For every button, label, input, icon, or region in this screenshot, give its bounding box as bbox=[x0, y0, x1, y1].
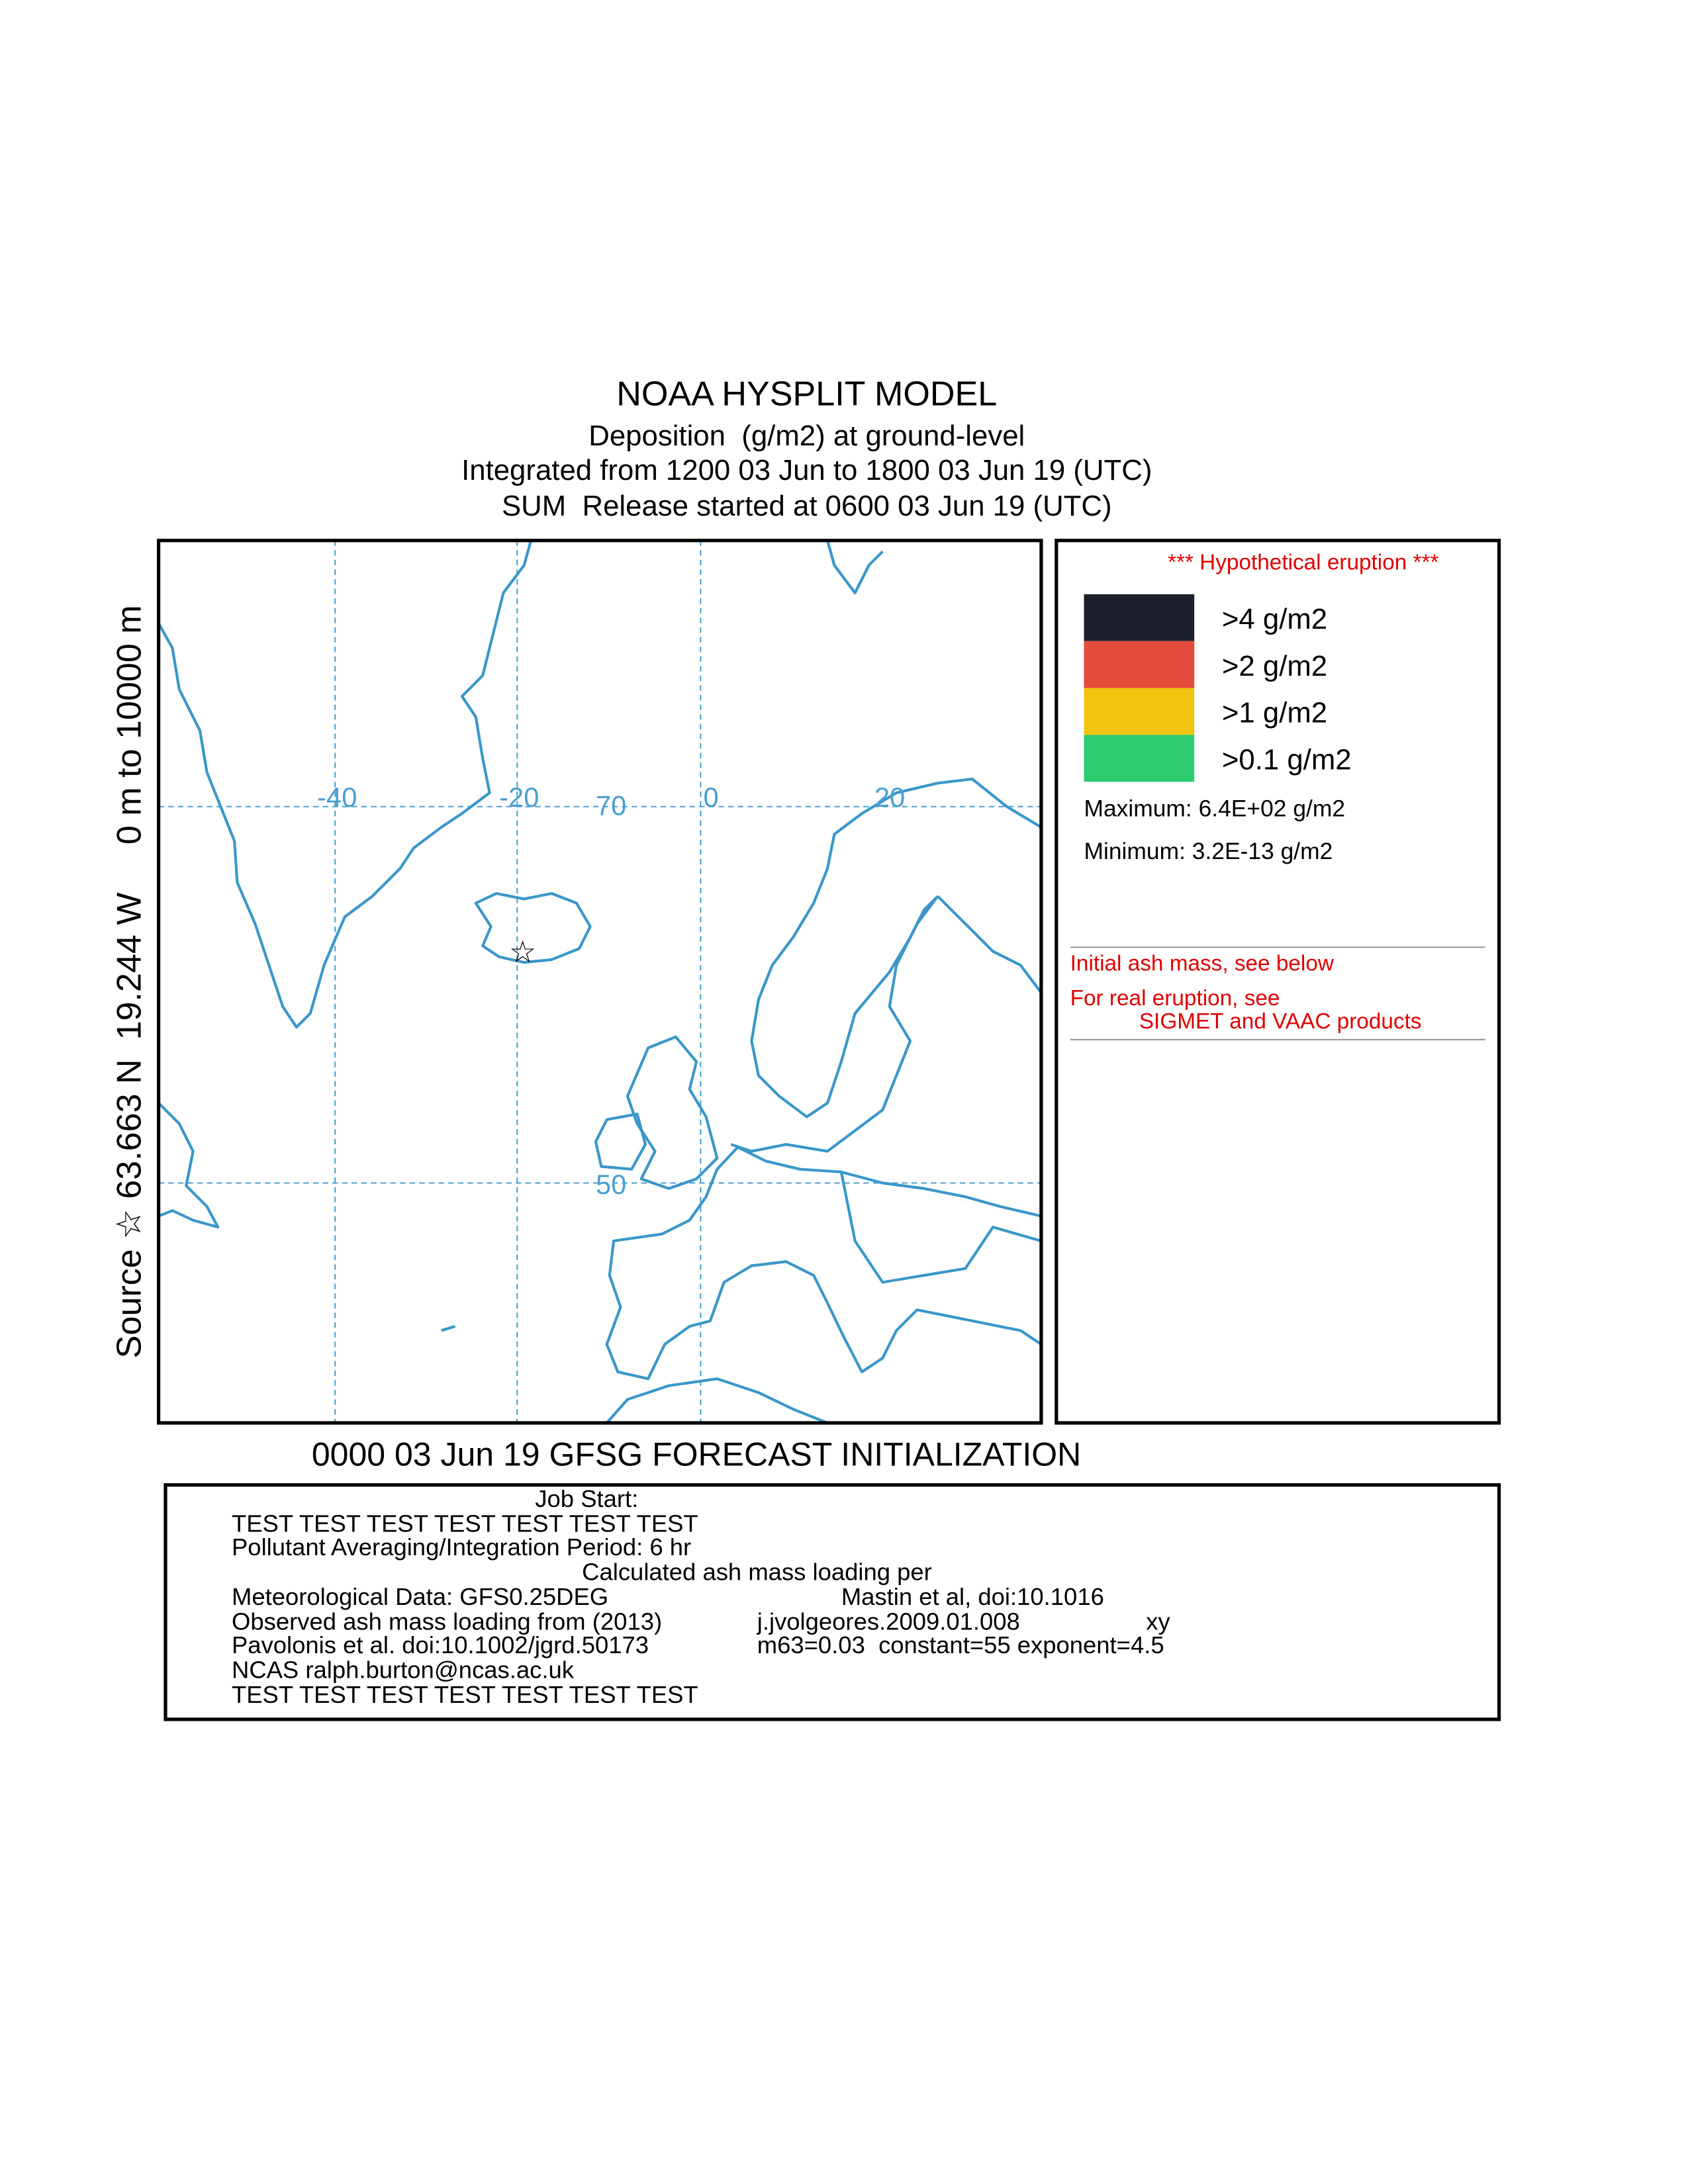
legend-label: >2 g/m2 bbox=[1222, 650, 1327, 682]
footer-line: j.jvolgeores.2009.01.008 bbox=[757, 1608, 1020, 1635]
footer-line: Calculated ash mass loading per bbox=[582, 1559, 932, 1586]
legend-minimum: Minimum: 3.2E-13 g/m2 bbox=[1084, 838, 1333, 864]
legend: *** Hypothetical eruption *** Maximum: 6… bbox=[1055, 539, 1501, 1425]
coastline bbox=[606, 1377, 828, 1423]
source-star: ☆ bbox=[509, 935, 536, 969]
coastline bbox=[594, 1113, 647, 1171]
legend-swatch bbox=[1084, 641, 1195, 688]
remark: Initial ash mass, see below bbox=[1070, 952, 1335, 976]
grid-label: 70 bbox=[596, 790, 626, 821]
coastline bbox=[937, 895, 1041, 994]
footer-line: Pollutant Averaging/Integration Period: … bbox=[232, 1533, 691, 1561]
footer-line: Pavolonis et al. doi:10.1002/jgrd.50173 bbox=[232, 1631, 649, 1659]
legend-note: *** Hypothetical eruption *** bbox=[1168, 550, 1438, 574]
coastline bbox=[605, 1146, 1041, 1381]
legend-swatch bbox=[1084, 594, 1195, 641]
legend-label: >1 g/m2 bbox=[1222, 697, 1327, 729]
coastline bbox=[839, 1171, 1041, 1284]
footer-line: Meteorological Data: GFS0.25DEG bbox=[232, 1583, 608, 1610]
coastline bbox=[441, 1325, 456, 1332]
source-label: Source ☆ 63.663 N 19.244 W 0 m to 10000 … bbox=[111, 605, 149, 1358]
initialization: 0000 03 Jun 19 GFSG FORECAST INITIALIZAT… bbox=[312, 1436, 1081, 1473]
footer-line: NCAS ralph.burton@ncas.ac.uk bbox=[232, 1656, 575, 1683]
map: -40 -20 70 0 20 50 ☆ bbox=[158, 540, 1041, 1423]
grid-label: 0 bbox=[704, 782, 719, 813]
coastline bbox=[626, 1035, 719, 1190]
coastline bbox=[158, 540, 533, 1029]
footer-line: xy bbox=[1146, 1608, 1170, 1635]
footer-line: Job Start: bbox=[535, 1485, 638, 1512]
coastline bbox=[474, 891, 592, 964]
footer-line: Observed ash mass loading from (2013) bbox=[232, 1608, 662, 1635]
remark: For real eruption, see bbox=[1070, 986, 1280, 1011]
footer-line: TEST TEST TEST TEST TEST TEST TEST bbox=[232, 1510, 698, 1537]
legend-maximum: Maximum: 6.4E+02 g/m2 bbox=[1084, 795, 1346, 821]
footer-line: TEST TEST TEST TEST TEST TEST TEST bbox=[232, 1681, 698, 1708]
footer-line: m63=0.03 constant=55 exponent=4.5 bbox=[757, 1631, 1164, 1659]
title: NOAA HYSPLIT MODEL bbox=[616, 375, 997, 414]
subtitle: Deposition (g/m2) at ground-level bbox=[588, 420, 1025, 452]
legend-label: >4 g/m2 bbox=[1222, 603, 1327, 635]
subtitle: SUM Release started at 0600 03 Jun 19 (U… bbox=[502, 490, 1112, 522]
legend-swatch bbox=[1084, 735, 1195, 782]
legend-frame bbox=[1055, 539, 1501, 1425]
grid-label: 50 bbox=[596, 1169, 626, 1200]
footer-line: Mastin et al, doi:10.1016 bbox=[841, 1583, 1104, 1610]
coastline bbox=[825, 540, 884, 594]
remark: SIGMET and VAAC products bbox=[1139, 1009, 1422, 1034]
footer-frame bbox=[164, 1483, 1501, 1721]
legend-swatch bbox=[1084, 688, 1195, 735]
grid-label: 20 bbox=[874, 782, 905, 813]
legend-label: >0.1 g/m2 bbox=[1222, 744, 1352, 776]
coastline bbox=[750, 778, 1041, 1118]
subtitle: Integrated from 1200 03 Jun to 1800 03 J… bbox=[461, 454, 1152, 486]
coastline bbox=[730, 895, 939, 1153]
coastline bbox=[158, 1102, 220, 1229]
map-frame bbox=[156, 539, 1043, 1425]
grid-label: -20 bbox=[499, 782, 539, 813]
grid-label: -40 bbox=[317, 782, 357, 813]
